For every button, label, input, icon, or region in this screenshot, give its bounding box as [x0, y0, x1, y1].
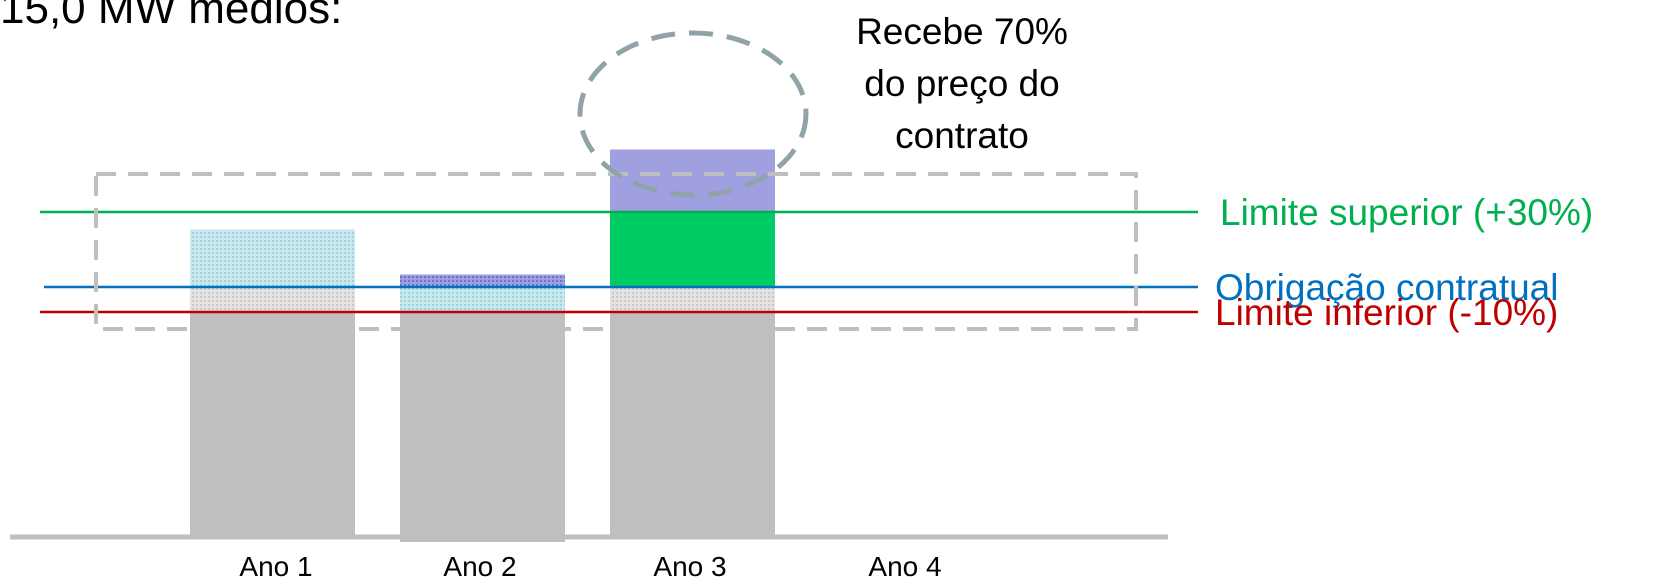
page-title-fragment: 15,0 MW médios: [0, 0, 343, 33]
bar-segment-3-base [610, 312, 775, 537]
bar-segment-1-base [190, 312, 355, 537]
annotation-layer: Recebe 70% do preço do contrato [856, 11, 1068, 156]
x-tick-label-2: Ano 2 [443, 551, 516, 582]
labels-layer: Ano 1 Ano 2 Ano 3 Ano 4 [239, 551, 941, 582]
bar-segment-3-above-limit-purple [610, 149, 775, 212]
x-tick-label-4: Ano 4 [868, 551, 941, 582]
x-tick-label-1: Ano 1 [239, 551, 312, 582]
annotation-line-3: contrato [895, 115, 1029, 156]
ref-line-label-upper: Limite superior (+30%) [1220, 192, 1593, 233]
bars-layer [190, 149, 775, 542]
bar-segment-1-excess-hatched-cyan [190, 229, 355, 287]
ref-line-label-obligation: Obrigação contratual [1215, 267, 1558, 308]
bar-segment-3-excess-green [610, 212, 775, 287]
bar-segment-3-band-hatched-gray [610, 287, 775, 312]
price-annotation-ellipse [577, 30, 809, 198]
bar-segment-2-deficit-hatched-purple [400, 274, 565, 287]
bar-segment-1-band-hatched-gray [190, 287, 355, 312]
bar-segment-2-band-hatched-cyan [400, 287, 565, 312]
x-tick-label-3: Ano 3 [653, 551, 726, 582]
bar-segment-2-base [400, 312, 565, 542]
ref-line-label-lower: Limite inferior (-10%) [1215, 292, 1558, 333]
lines-layer: Limite superior (+30%) Obrigação contratu… [40, 192, 1593, 333]
annotation-line-1: Recebe 70% [856, 11, 1068, 52]
annotation-line-2: do preço do [864, 63, 1059, 104]
